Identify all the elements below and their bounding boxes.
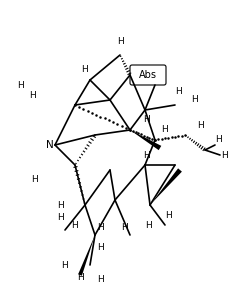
Text: H: H [82,65,88,74]
Text: Abs: Abs [139,70,157,80]
Text: N: N [46,140,54,150]
Text: H: H [57,201,63,209]
Text: H: H [32,175,38,185]
Text: H: H [62,260,68,270]
Text: H: H [122,223,128,232]
Text: H: H [77,274,83,282]
Text: H: H [97,223,103,232]
Text: H: H [17,81,23,90]
FancyBboxPatch shape [130,65,166,85]
Text: H: H [117,37,123,46]
Text: H: H [165,211,171,220]
Text: H: H [145,220,151,230]
Text: H: H [97,275,103,284]
Text: H: H [192,95,198,105]
Text: H: H [57,213,63,223]
Text: H: H [175,88,181,96]
Text: H: H [97,244,103,253]
Polygon shape [78,235,95,276]
Text: H: H [162,126,168,135]
Text: H: H [72,220,78,230]
Text: H: H [144,116,150,124]
Text: H: H [215,135,221,145]
Polygon shape [150,168,182,205]
Text: H: H [197,121,203,129]
Polygon shape [130,130,161,150]
Text: H: H [222,150,228,159]
Text: H: H [29,91,35,100]
Text: H: H [144,150,150,159]
